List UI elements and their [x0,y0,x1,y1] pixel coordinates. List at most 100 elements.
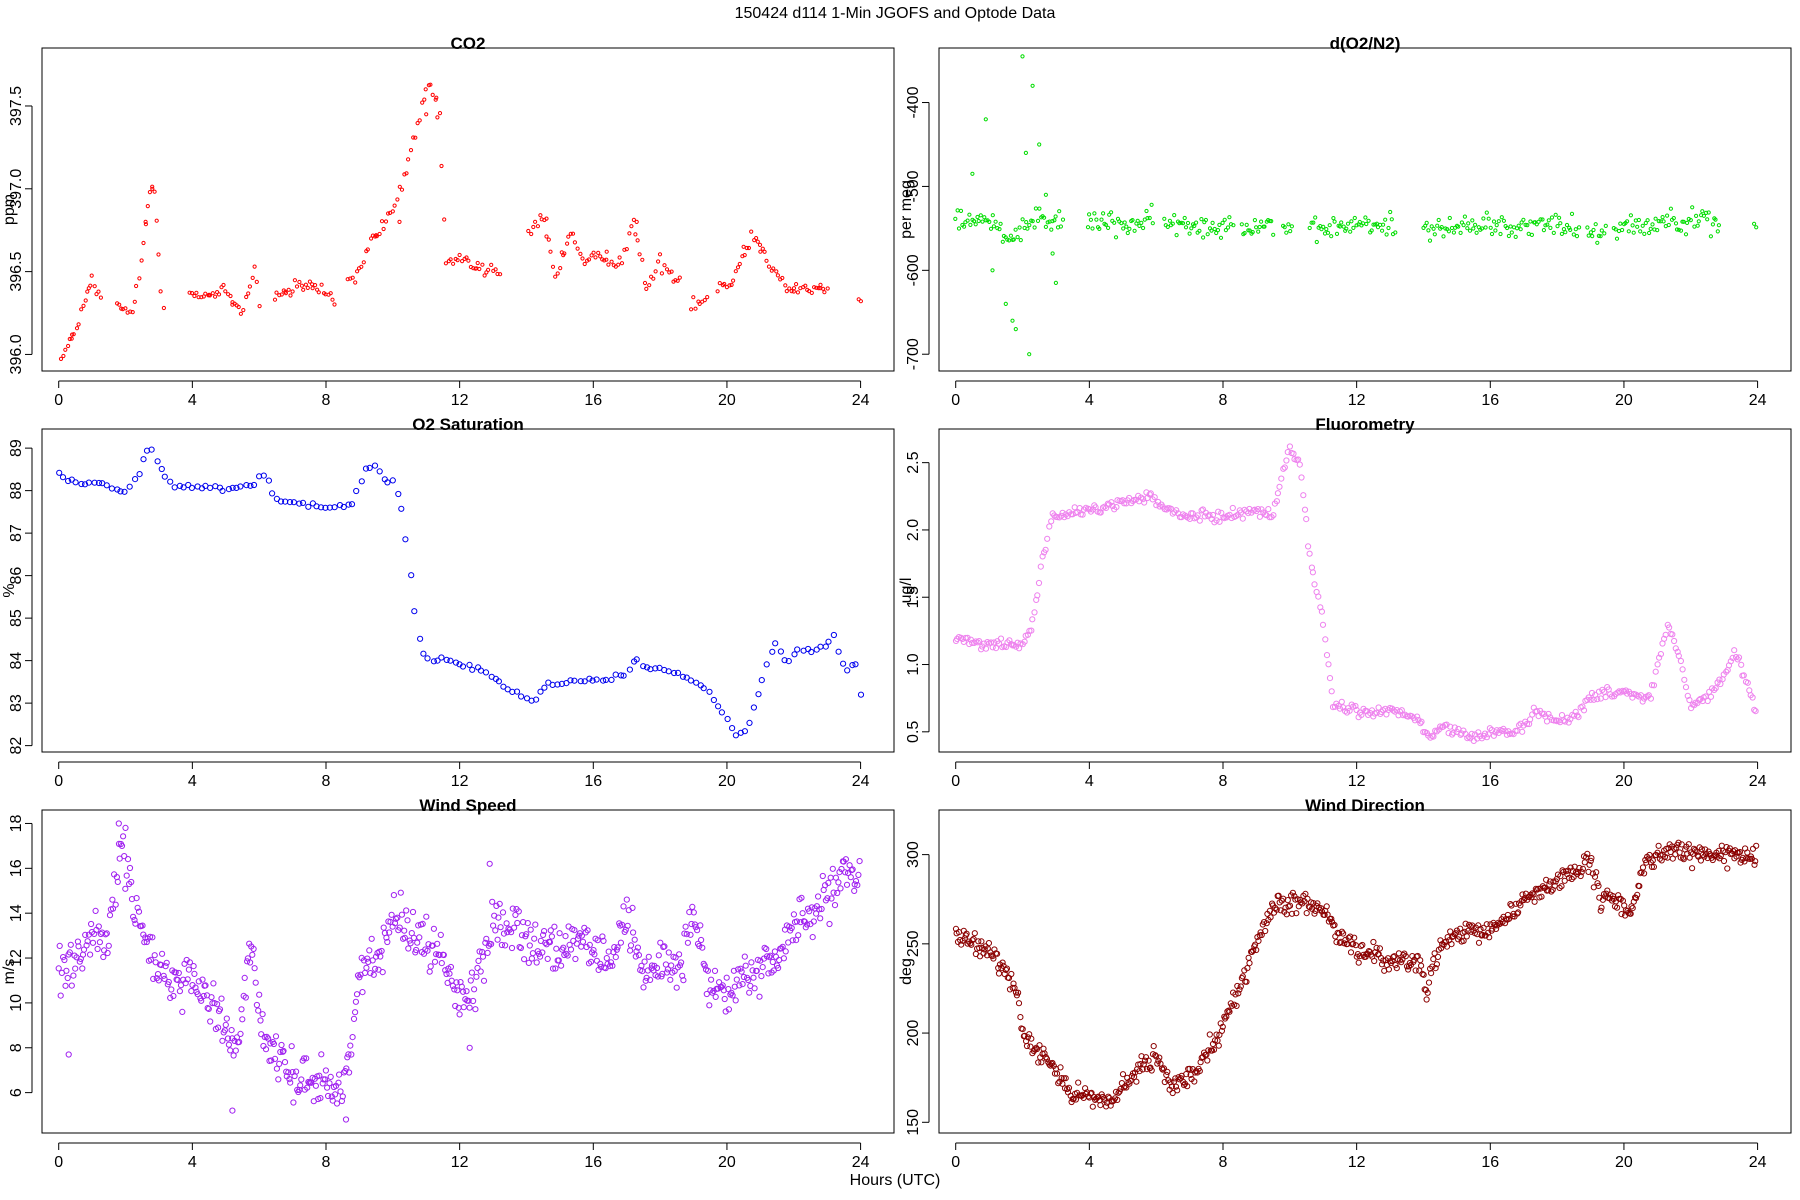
data-point [598,254,603,259]
panel-2: O2 Saturation%0 4 8 12 16 20 24828384858687888… [1,415,895,790]
data-point [1187,1071,1194,1079]
data-point [1558,221,1563,226]
data-point [328,291,333,296]
data-point [1392,962,1399,969]
data-point [1527,716,1534,723]
data-point [1130,218,1135,223]
x-tick-label: 24 [852,1154,870,1171]
panel-title: O2 Saturation [412,415,523,434]
data-point [790,911,798,918]
y-tick-label: 2.5 [905,451,922,473]
data-point [486,267,491,272]
data-point [831,902,839,909]
data-point [1278,475,1285,482]
data-point [712,993,719,1001]
data-point [1284,230,1289,235]
data-point [1233,1002,1240,1010]
data-point [1751,861,1758,868]
data-point [1109,210,1114,215]
data-point [109,896,116,903]
data-point [537,688,544,695]
data-point [821,286,826,291]
data-point [965,218,970,223]
data-point [1477,926,1484,933]
data-point [1035,218,1041,223]
data-point [1161,1078,1168,1086]
data-point [1483,921,1490,928]
data-point [81,481,89,488]
data-point [1657,651,1665,658]
data-point [359,989,366,996]
data-point [721,995,728,1003]
data-point [369,236,374,241]
y-tick-label: -700 [905,338,922,370]
data-point [1432,232,1437,237]
data-point [988,226,994,231]
data-point [409,908,417,916]
data-point [79,951,87,958]
data-point [274,290,279,295]
data-point [1706,210,1711,215]
data-point [72,479,79,486]
data-point [236,304,241,310]
data-point [718,709,726,716]
data-point [737,965,744,972]
data-point [1037,142,1042,147]
data-point [541,684,548,691]
data-point [411,608,418,615]
data-point [1749,694,1756,701]
data-point [1579,865,1587,872]
data-point [1380,228,1385,233]
data-point [309,500,316,507]
data-point [1520,722,1527,729]
data-point [1420,729,1427,736]
figure-xlabel: Hours (UTC) [850,1172,941,1189]
data-point [475,260,480,266]
data-point [799,910,806,917]
data-point [1250,230,1255,235]
data-point [493,902,500,910]
data-point [1426,228,1431,233]
data-point [765,970,772,977]
data-point [518,932,526,939]
data-point [741,953,748,960]
data-point [1346,707,1353,714]
data-point [296,500,303,507]
data-point [449,982,456,990]
data-point [68,982,75,989]
data-point [59,474,67,481]
data-point [1471,226,1476,231]
data-point [745,976,752,984]
data-point [105,942,112,949]
data-point [397,219,402,224]
y-tick-label: 10 [8,994,25,1012]
data-point [763,945,770,953]
data-point [1349,219,1354,224]
data-point [1315,593,1322,600]
data-point [1146,491,1153,498]
data-point [958,208,964,213]
data-point [1599,228,1604,233]
data-point [327,1073,334,1081]
data-point [154,458,161,465]
data-point [1347,949,1355,956]
data-point [366,947,373,954]
data-point [566,234,571,239]
data-point [679,673,687,680]
data-point [1405,966,1412,973]
data-point [1106,225,1111,230]
data-point [755,239,760,244]
data-point [544,955,551,963]
data-point [1429,963,1436,970]
data-point [451,261,456,266]
data-point [1030,83,1035,88]
data-point [116,855,123,862]
data-point [578,251,583,256]
data-point [1502,728,1509,735]
data-point [430,925,437,932]
data-point [333,1100,341,1107]
data-point [723,974,730,981]
data-point [1141,1057,1149,1064]
data-point [626,666,634,673]
y-tick-label: -500 [905,170,922,202]
